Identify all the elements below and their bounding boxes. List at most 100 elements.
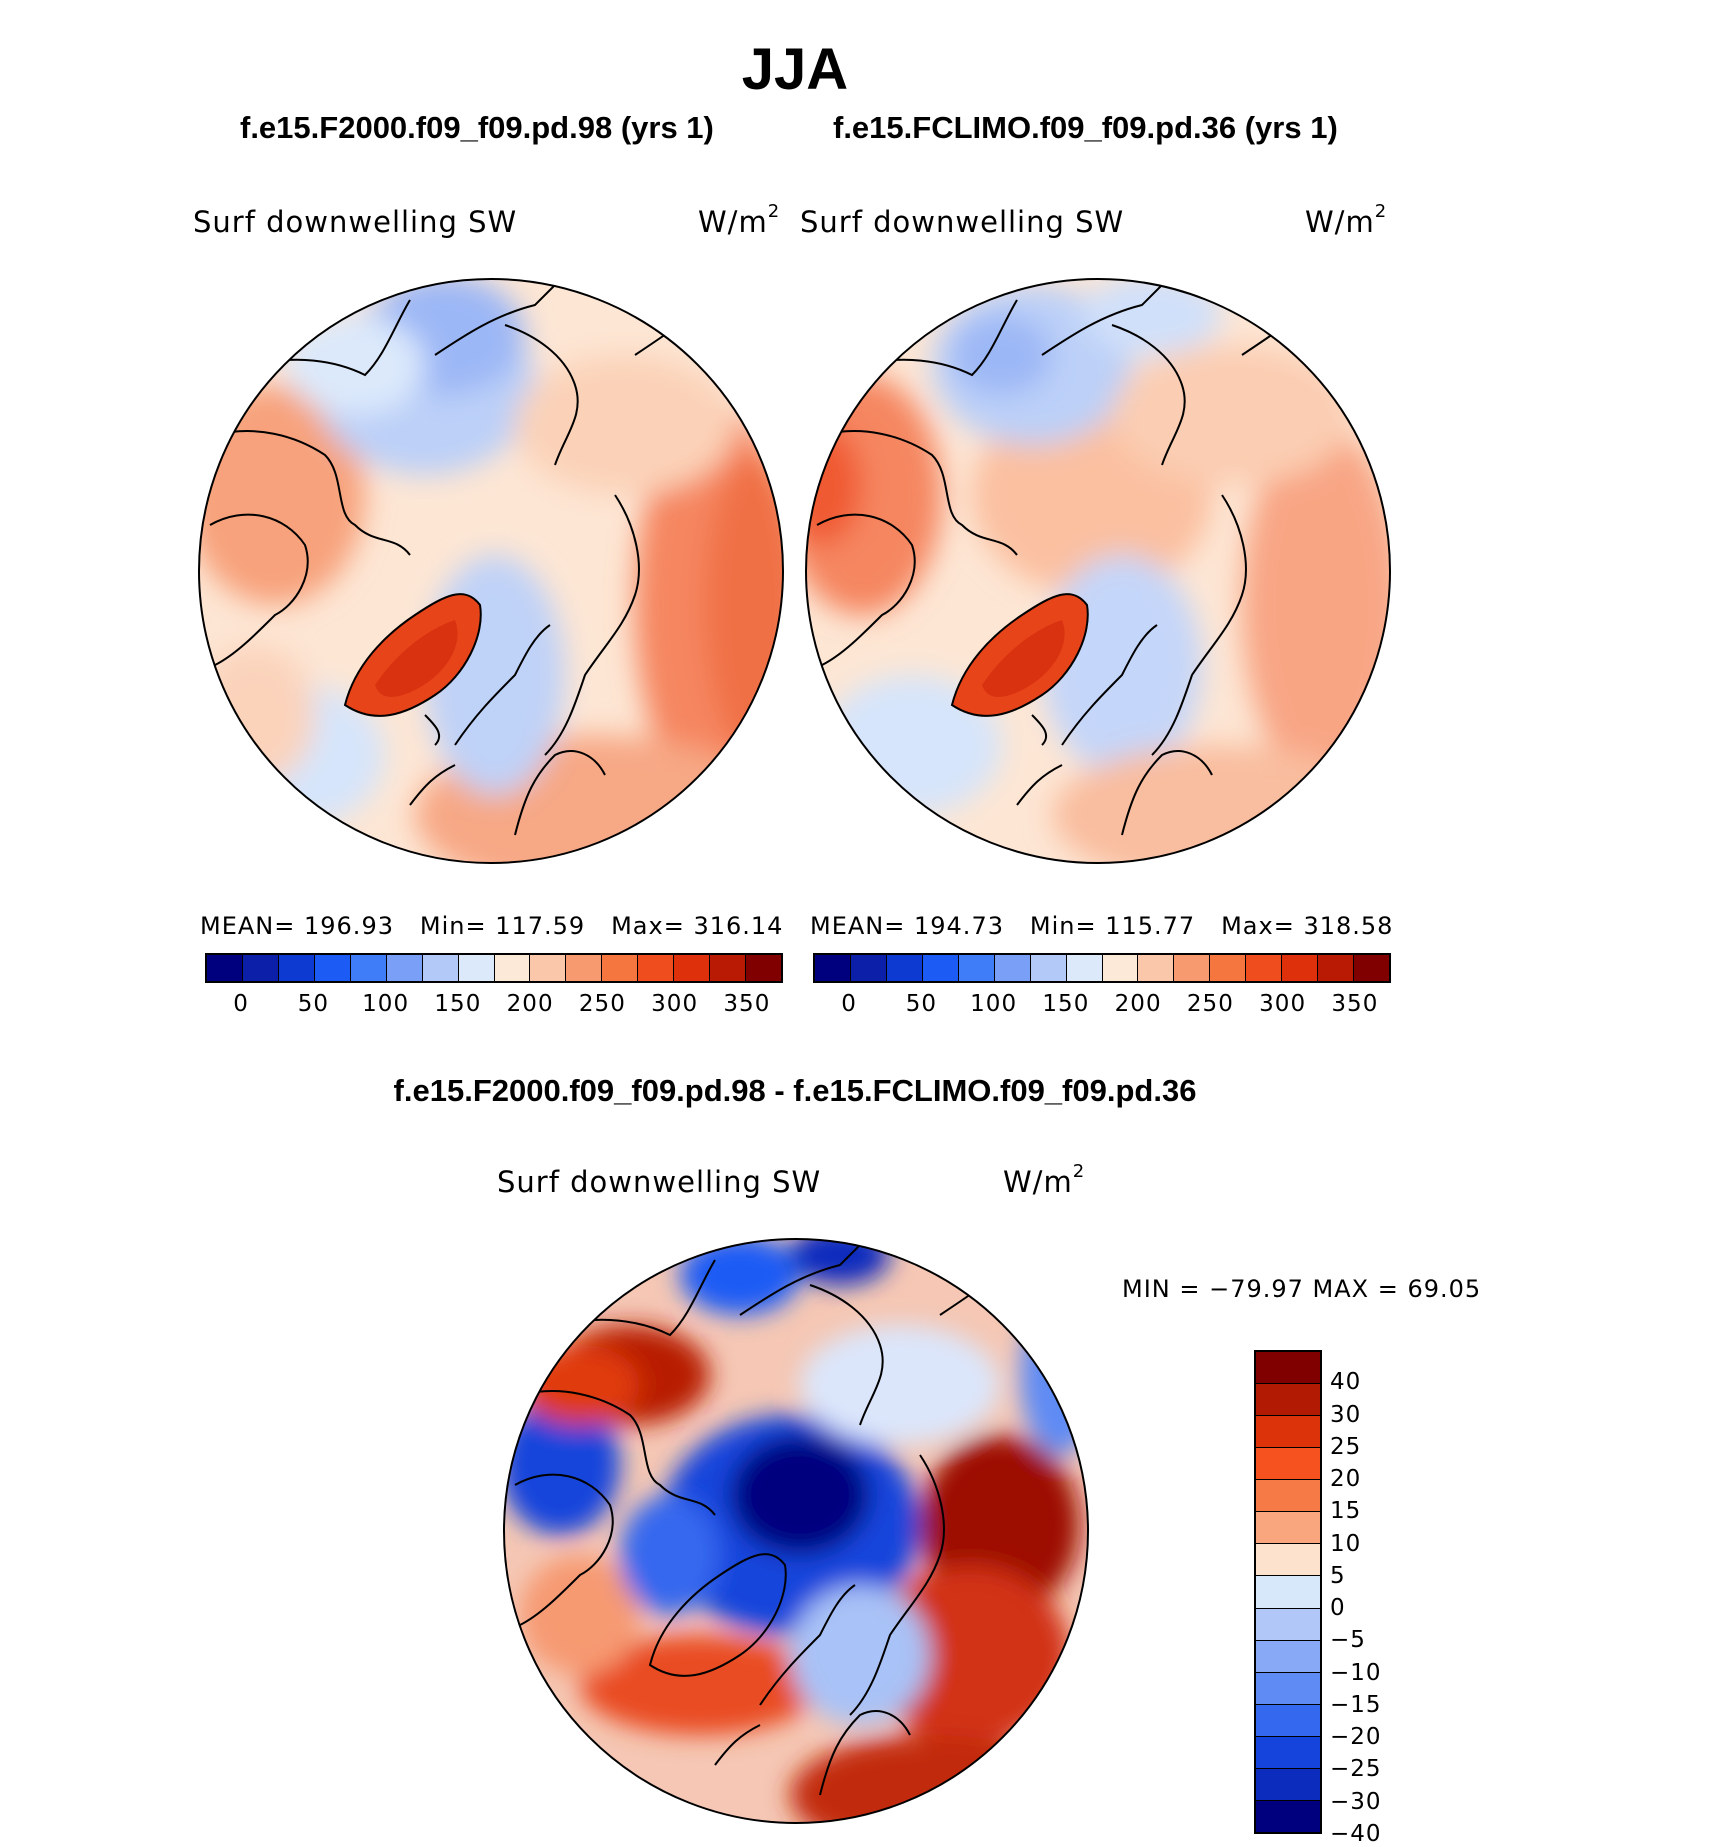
right-stats: MEAN= 194.73 Min= 115.77 Max= 318.58	[810, 912, 1394, 940]
colorbar-swatch	[815, 955, 851, 981]
colorbar-label: −20	[1330, 1724, 1382, 1751]
colorbar-tick-label: 250	[1186, 991, 1234, 1017]
diff-minmax: MIN = −79.97 MAX = 69.05	[1122, 1275, 1482, 1303]
colorbar-tick-label: 50	[297, 991, 330, 1017]
colorbar-swatch	[850, 955, 887, 981]
left-mean: 196.93	[304, 912, 394, 940]
colorbar-swatch	[958, 955, 995, 981]
colorbar-swatch	[1256, 1576, 1320, 1609]
colorbar-tick-label: 350	[1331, 991, 1379, 1017]
colorbar-swatch	[1256, 1608, 1320, 1641]
colorbar-swatch	[1138, 955, 1175, 981]
colorbar-tick-label: 200	[1114, 991, 1162, 1017]
right-min: 115.77	[1105, 912, 1196, 940]
colorbar-swatch	[1210, 955, 1247, 981]
colorbar-swatch	[494, 955, 531, 981]
colorbar-swatch	[674, 955, 711, 981]
colorbar-swatch	[1256, 1480, 1320, 1513]
colorbar-label: 15	[1330, 1498, 1362, 1525]
colorbar-swatch	[1256, 1416, 1320, 1449]
left-stats: MEAN= 196.93 Min= 117.59 Max= 316.14	[200, 912, 784, 940]
left-polar-map	[198, 278, 784, 864]
left-units: W/m2	[698, 201, 781, 239]
colorbar-tick-label: 150	[1042, 991, 1090, 1017]
colorbar-swatch	[1256, 1640, 1320, 1673]
colorbar-label: 25	[1330, 1433, 1362, 1460]
colorbar-label: −15	[1330, 1691, 1382, 1718]
colorbar-swatch	[994, 955, 1031, 981]
colorbar-swatch	[566, 955, 603, 981]
colorbar-swatch	[1256, 1512, 1320, 1545]
colorbar-tick-label: 350	[723, 991, 771, 1017]
colorbar-swatch	[1246, 955, 1283, 981]
colorbar-swatch	[602, 955, 639, 981]
right-units: W/m2	[1305, 201, 1388, 239]
right-polar-map	[805, 278, 1391, 864]
colorbar-label: 0	[1330, 1595, 1346, 1622]
right-max: 318.58	[1303, 912, 1394, 940]
colorbar-swatch	[278, 955, 315, 981]
colorbar-swatch	[1256, 1704, 1320, 1737]
colorbar-tick-label: 200	[506, 991, 554, 1017]
colorbar-swatch	[530, 955, 567, 981]
colorbar-label: 10	[1330, 1530, 1362, 1557]
right-variable-label: Surf downwelling SW	[800, 205, 1125, 239]
colorbar-label: 30	[1330, 1401, 1362, 1428]
colorbar-tick-label: 100	[362, 991, 410, 1017]
colorbar-swatch	[922, 955, 959, 981]
colorbar-swatch	[746, 955, 781, 981]
left-max: 316.14	[693, 912, 784, 940]
colorbar-label: −25	[1330, 1756, 1382, 1783]
colorbar-tick-label: 300	[1259, 991, 1307, 1017]
colorbar-swatch	[458, 955, 495, 981]
colorbar-swatch	[1256, 1544, 1320, 1577]
colorbar-tick-label: 150	[434, 991, 482, 1017]
diff-units: W/m2	[1003, 1161, 1086, 1199]
colorbar-swatch	[1256, 1448, 1320, 1481]
colorbar-swatch	[1030, 955, 1067, 981]
colorbar-tick-label: 0	[841, 991, 857, 1017]
colorbar-tick-label: 250	[578, 991, 626, 1017]
diff-case-title: f.e15.F2000.f09_f09.pd.98 - f.e15.FCLIMO…	[393, 1073, 1197, 1108]
colorbar-swatch	[1318, 955, 1355, 981]
diff-variable-label: Surf downwelling SW	[497, 1165, 822, 1199]
colorbar-swatch	[1102, 955, 1139, 981]
colorbar-tick-label: 300	[651, 991, 699, 1017]
colorbar-swatch	[314, 955, 351, 981]
diff-colorbar	[1254, 1350, 1322, 1834]
colorbar-label: −40	[1330, 1821, 1382, 1847]
colorbar-swatch	[1282, 955, 1319, 981]
left-min: 117.59	[495, 912, 586, 940]
colorbar-swatch	[1354, 955, 1389, 981]
colorbar-tick-label: 100	[970, 991, 1018, 1017]
colorbar-tick-label: 50	[905, 991, 938, 1017]
colorbar-label: −5	[1330, 1627, 1366, 1654]
colorbar-swatch	[386, 955, 423, 981]
colorbar-swatch	[1174, 955, 1211, 981]
colorbar-swatch	[1256, 1384, 1320, 1417]
colorbar-swatch	[422, 955, 459, 981]
colorbar-swatch	[1256, 1736, 1320, 1769]
left-colorbar	[205, 953, 783, 983]
colorbar-label: 20	[1330, 1466, 1362, 1493]
left-variable-label: Surf downwelling SW	[193, 205, 518, 239]
colorbar-tick-label: 0	[233, 991, 249, 1017]
colorbar-label: −10	[1330, 1659, 1382, 1686]
left-case-title: f.e15.F2000.f09_f09.pd.98 (yrs 1)	[240, 110, 714, 145]
colorbar-label: 5	[1330, 1562, 1346, 1589]
colorbar-swatch	[886, 955, 923, 981]
colorbar-swatch	[350, 955, 387, 981]
colorbar-swatch	[1256, 1800, 1320, 1832]
colorbar-swatch	[710, 955, 747, 981]
right-mean: 194.73	[914, 912, 1004, 940]
colorbar-swatch	[242, 955, 279, 981]
right-colorbar	[813, 953, 1391, 983]
right-case-title: f.e15.FCLIMO.f09_f09.pd.36 (yrs 1)	[833, 110, 1338, 145]
colorbar-swatch	[1256, 1352, 1320, 1385]
colorbar-swatch	[1256, 1672, 1320, 1705]
colorbar-label: −30	[1330, 1788, 1382, 1815]
diff-polar-map	[503, 1238, 1089, 1824]
colorbar-swatch	[638, 955, 675, 981]
colorbar-label: 40	[1330, 1369, 1362, 1396]
colorbar-swatch	[207, 955, 243, 981]
